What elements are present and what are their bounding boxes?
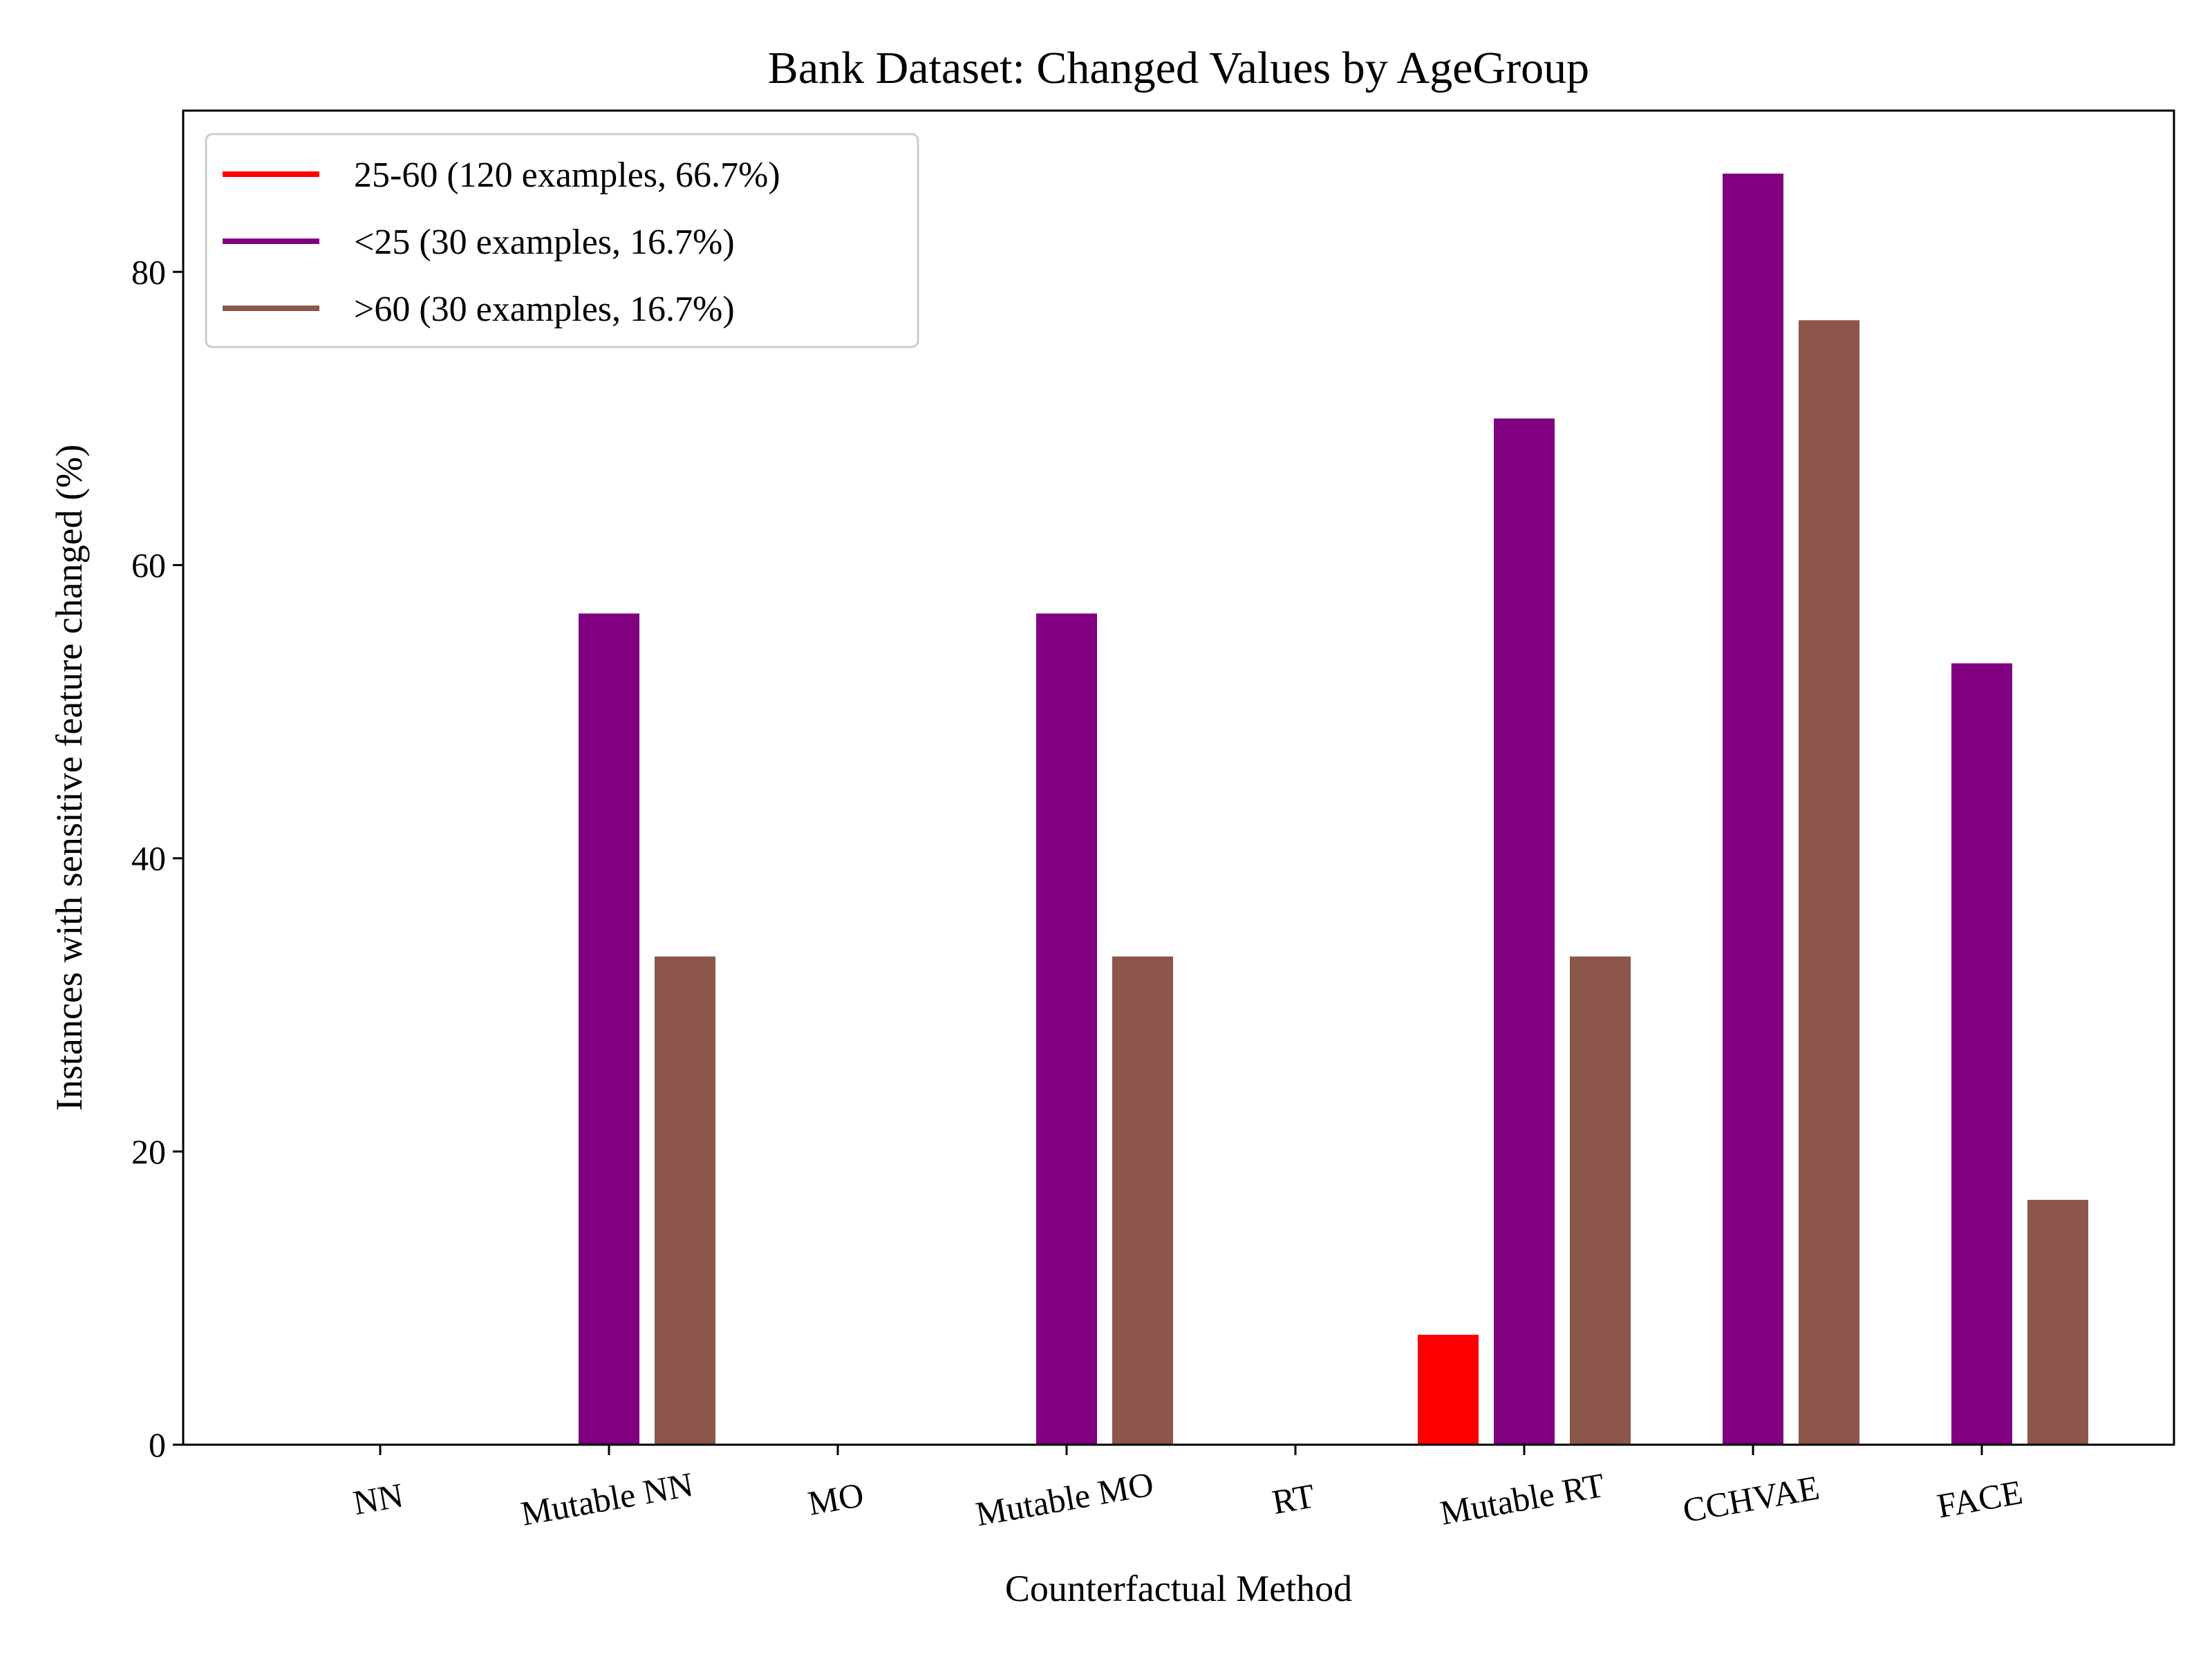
bar-gt60-mutable-mo xyxy=(1112,956,1173,1445)
legend-label-2: >60 (30 examples, 16.7%) xyxy=(354,290,735,329)
x-axis: NN Mutable NN MO Mutable MO RT Mutable RT CCHV… xyxy=(350,1445,2025,1533)
x-tick-label-mutable-rt: Mutable RT xyxy=(1437,1465,1607,1533)
bar-lt25-mutable-rt xyxy=(1494,418,1555,1445)
plot-frame xyxy=(182,109,2175,1446)
bar-gt60-mutable-rt xyxy=(1570,956,1631,1445)
y-axis-label: Instances with sensitive feature changed… xyxy=(48,444,90,1111)
x-axis-label: Counterfactual Method xyxy=(1005,1568,1352,1609)
bar-25-60-mutable-rt xyxy=(1418,1334,1479,1445)
y-tick-label-20: 20 xyxy=(131,1132,166,1171)
y-axis: 0 20 40 60 80 xyxy=(131,252,183,1464)
bar-gt60-cchvae xyxy=(1799,320,1859,1445)
y-tick-label-0: 0 xyxy=(149,1425,166,1464)
x-tick-label-face: FACE xyxy=(1934,1472,2025,1526)
x-tick-label-rt: RT xyxy=(1269,1476,1318,1521)
x-tick-label-mutable-nn: Mutable NN xyxy=(518,1465,695,1533)
bar-lt25-cchvae xyxy=(1723,174,1783,1445)
y-tick-label-60: 60 xyxy=(131,545,166,584)
x-tick-label-mo: MO xyxy=(805,1475,867,1523)
legend-label-1: <25 (30 examples, 16.7%) xyxy=(354,223,735,262)
x-tick-label-cchvae: CCHVAE xyxy=(1680,1468,1822,1530)
bar-lt25-mutable-nn xyxy=(579,613,639,1445)
chart-title: Bank Dataset: Changed Values by AgeGroup xyxy=(768,43,1589,93)
x-tick-label-mutable-mo: Mutable MO xyxy=(973,1464,1156,1533)
bar-gt60-face xyxy=(2027,1199,2088,1445)
legend-box xyxy=(205,133,919,348)
bar-gt60-mutable-nn xyxy=(655,956,715,1445)
bar-lt25-mutable-mo xyxy=(1036,613,1097,1445)
bar-lt25-face xyxy=(1951,663,2012,1445)
bars-group xyxy=(579,174,2088,1445)
y-tick-label-40: 40 xyxy=(131,839,166,878)
legend: 25-60 (120 examples, 66.7%) <25 (30 examp… xyxy=(205,133,919,348)
y-tick-label-80: 80 xyxy=(131,252,166,291)
x-tick-label-nn: NN xyxy=(350,1475,406,1522)
legend-label-0: 25-60 (120 examples, 66.7%) xyxy=(354,156,780,195)
